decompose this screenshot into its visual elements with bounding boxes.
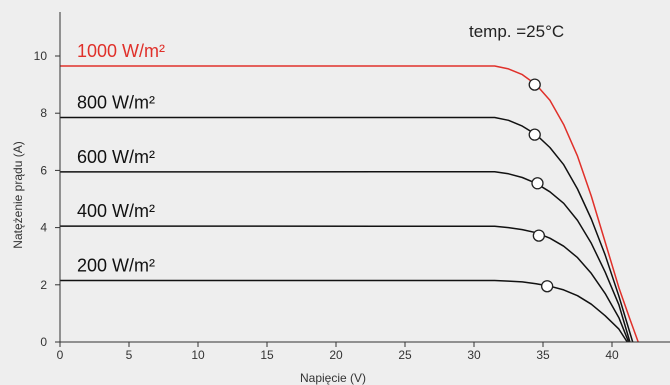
x-axis-title: Napięcie (V): [300, 371, 366, 385]
mpp-marker-2: [531, 177, 544, 190]
x-tick-label-3: 15: [260, 348, 274, 362]
x-tick-label-6: 30: [467, 348, 481, 362]
x-tick-label-8: 40: [605, 348, 619, 362]
mpp-markers: [528, 78, 554, 293]
x-tick-label-2: 10: [191, 348, 205, 362]
mpp-marker-3: [532, 229, 546, 242]
series-line-1: [59, 116, 634, 343]
series-label-1: 800 W/m²: [77, 92, 155, 112]
x-tick-label-5: 25: [398, 348, 412, 362]
series-line-3: [59, 225, 630, 343]
series-label-3: 400 W/m²: [77, 201, 155, 221]
x-ticks: 05101520253035404 5: [57, 342, 619, 362]
series-layer: [59, 65, 639, 343]
x-tick-label-4: 20: [329, 348, 343, 362]
mpp-marker-0: [528, 78, 541, 91]
y-tick-label-5: 10: [34, 49, 48, 63]
y-tick-label-3: 6: [40, 163, 47, 177]
y-tick-label-0: 0: [40, 335, 47, 349]
series-label-2: 600 W/m²: [77, 147, 155, 167]
temperature-annotation: temp. =25°C: [469, 22, 564, 41]
series-label-4: 200 W/m²: [77, 256, 155, 276]
x-tick-label-1: 5: [126, 348, 133, 362]
y-tick-label-4: 8: [40, 106, 47, 120]
x-tick-label-0: 0: [57, 348, 64, 362]
y-tick-label-1: 2: [40, 278, 47, 292]
mpp-marker-4: [540, 280, 554, 293]
series-label-0: 1000 W/m²: [77, 41, 165, 61]
y-tick-label-2: 4: [40, 221, 47, 235]
x-tick-label-7: 35: [536, 348, 550, 362]
series-line-4: [59, 279, 628, 343]
y-ticks: 0 2 4 6 8 10: [34, 49, 60, 349]
series-line-0: [59, 65, 639, 343]
series-labels: 1000 W/m² 800 W/m² 600 W/m² 400 W/m² 200 W/m…: [77, 41, 165, 276]
mpp-marker-1: [528, 128, 541, 141]
y-axis-title: Natężenie prądu (A): [11, 141, 25, 248]
series-line-2: [59, 171, 631, 343]
